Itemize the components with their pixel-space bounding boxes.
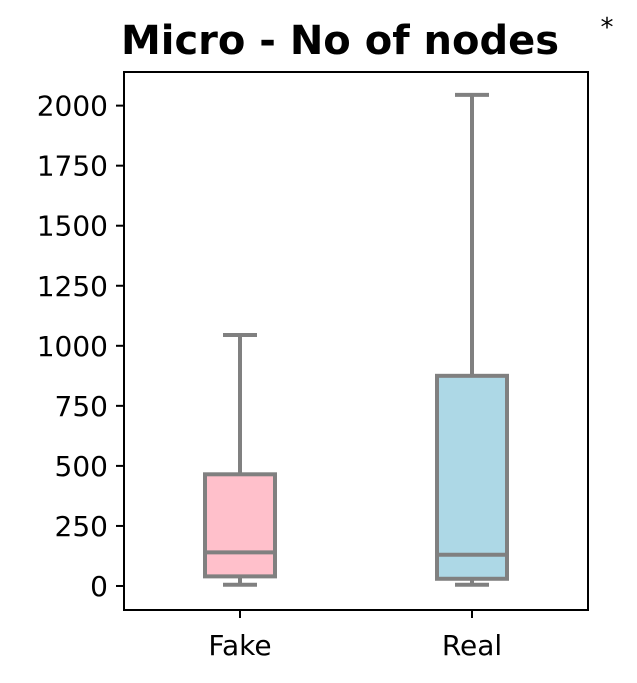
- chart-title: Micro - No of nodes: [121, 18, 559, 64]
- x-tick-label: Real: [442, 629, 502, 662]
- plot-area: [203, 92, 509, 587]
- y-tick-label: 0: [90, 570, 108, 603]
- iqr-box: [203, 472, 277, 579]
- y-tick-label: 500: [55, 450, 108, 483]
- y-tick-label: 1500: [37, 210, 108, 243]
- iqr-box: [435, 373, 509, 581]
- y-tick-label: 1750: [37, 150, 108, 183]
- axes-frame: [123, 71, 589, 611]
- box-real: [435, 92, 509, 587]
- y-tick-label: 1250: [37, 270, 108, 303]
- x-axis: Fake Real: [208, 610, 502, 662]
- y-tick-label: 250: [55, 510, 108, 543]
- y-axis: 0 250 500 750 1000 1250 1500 1750 2000: [37, 90, 124, 603]
- y-tick-label: 1000: [37, 330, 108, 363]
- x-tick-label: Fake: [208, 629, 271, 662]
- box-fake: [203, 332, 277, 587]
- significance-marker: *: [601, 13, 614, 43]
- y-tick-label: 2000: [37, 90, 108, 123]
- y-tick-label: 750: [55, 390, 108, 423]
